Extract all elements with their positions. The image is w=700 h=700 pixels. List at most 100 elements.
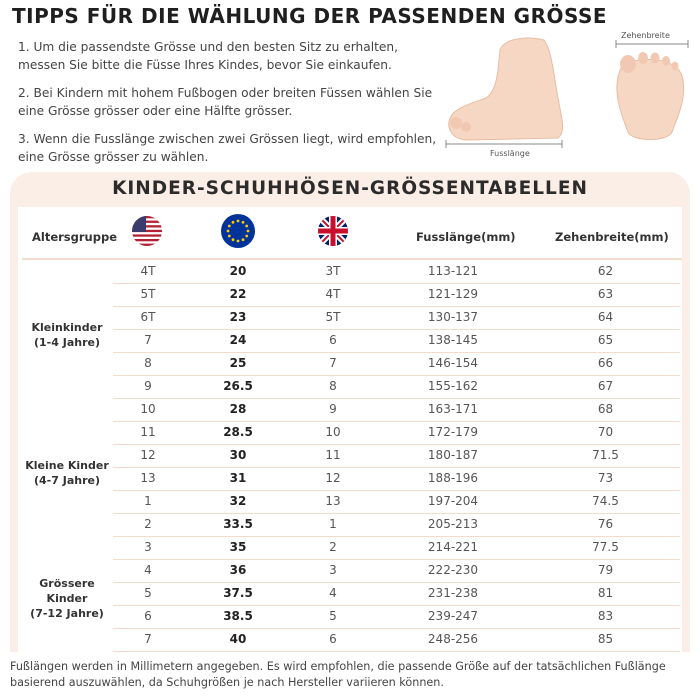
cell-length: 205-213 xyxy=(427,517,479,531)
group-label-toddlers: Kleinkinder (1-4 Jahre) xyxy=(31,321,103,349)
cell-eu: 38.5 xyxy=(223,609,253,623)
cell-us: 6T xyxy=(140,310,156,324)
table-row: 4T 20 3T 113-121 62 xyxy=(113,260,680,284)
cell-us: 2 xyxy=(144,517,152,531)
cell-eu: 24 xyxy=(229,333,247,347)
table-row: 3 35 2 214-221 77.5 xyxy=(113,536,680,560)
cell-uk: 12 xyxy=(325,471,341,485)
cell-eu: 30 xyxy=(229,448,247,462)
cell-length: 121-129 xyxy=(427,287,479,301)
footnote: Fußlängen werden in Millimetern angegebe… xyxy=(10,660,666,689)
cell-eu: 28 xyxy=(229,402,247,416)
table-row: 6 38.5 5 239-247 83 xyxy=(113,605,680,629)
cell-length: 138-145 xyxy=(427,333,479,347)
cell-width: 67 xyxy=(597,379,614,393)
foot-top-view-illustration xyxy=(615,40,689,140)
cell-us: 13 xyxy=(140,471,156,485)
cell-us: 5 xyxy=(144,586,152,600)
cell-eu: 35 xyxy=(229,540,247,554)
table-row: 5T 22 4T 121-129 63 xyxy=(113,283,680,307)
foot-length-label: Fusslänge xyxy=(490,149,530,158)
cell-width: 68 xyxy=(597,402,614,416)
cell-eu: 33.5 xyxy=(223,517,253,531)
cell-length: 163-171 xyxy=(427,402,479,416)
header-age-group: Altersgruppe xyxy=(32,230,118,244)
cell-length: 214-221 xyxy=(427,540,479,554)
cell-length: 130-137 xyxy=(427,310,479,324)
cell-width: 77.5 xyxy=(592,540,619,554)
cell-length: 197-204 xyxy=(427,494,479,508)
cell-uk: 11 xyxy=(325,448,341,462)
cell-width: 71.5 xyxy=(592,448,619,462)
cell-us: 7 xyxy=(144,632,152,646)
table-row: 10 28 9 163-171 68 xyxy=(113,398,680,422)
cell-width: 62 xyxy=(597,264,614,278)
cell-width: 65 xyxy=(597,333,614,347)
cell-uk: 6 xyxy=(329,333,337,347)
cell-us: 10 xyxy=(140,402,156,416)
table-row: 13 31 12 188-196 73 xyxy=(113,467,680,491)
table-row: 8 25 7 146-154 66 xyxy=(113,352,680,376)
cell-us: 9 xyxy=(144,379,152,393)
toe-width-label: Zehenbreite xyxy=(621,31,670,40)
cell-uk: 7 xyxy=(329,356,337,370)
cell-width: 74.5 xyxy=(592,494,619,508)
group-label-small-kids: Kleine Kinder (4-7 Jahre) xyxy=(25,459,109,487)
table-row: 1 32 13 197-204 74.5 xyxy=(113,490,680,514)
us-flag-icon xyxy=(132,216,162,246)
table-row: 2 33.5 1 205-213 76 xyxy=(113,513,680,537)
cell-us: 12 xyxy=(140,448,156,462)
cell-eu: 23 xyxy=(229,310,247,324)
cell-length: 188-196 xyxy=(427,471,479,485)
table-row: 6T 23 5T 130-137 64 xyxy=(113,306,680,330)
cell-uk: 13 xyxy=(325,494,341,508)
cell-eu: 28.5 xyxy=(223,425,253,439)
cell-width: 64 xyxy=(597,310,614,324)
cell-eu: 25 xyxy=(229,356,247,370)
cell-uk: 5 xyxy=(329,609,337,623)
cell-width: 83 xyxy=(597,609,614,623)
size-table xyxy=(18,207,682,653)
cell-uk: 4 xyxy=(329,586,337,600)
cell-uk: 9 xyxy=(329,402,337,416)
cell-eu: 31 xyxy=(229,471,247,485)
table-row: 7 40 6 248-256 85 xyxy=(113,628,680,652)
cell-uk: 10 xyxy=(325,425,341,439)
tip-item: 2. Bei Kindern mit hohem Fußbogen oder b… xyxy=(18,86,433,118)
table-row: 12 30 11 180-187 71.5 xyxy=(113,444,680,468)
cell-uk: 4T xyxy=(325,287,341,301)
header-foot-length: Fusslänge(mm) xyxy=(416,230,516,244)
cell-eu: 36 xyxy=(229,563,247,577)
cell-uk: 3T xyxy=(325,264,341,278)
tip-item: 3. Wenn die Fusslänge zwischen zwei Grös… xyxy=(18,132,437,164)
cell-width: 70 xyxy=(597,425,614,439)
cell-uk: 3 xyxy=(329,563,337,577)
eu-flag-icon xyxy=(221,214,255,248)
cell-width: 76 xyxy=(597,517,614,531)
cell-length: 180-187 xyxy=(427,448,479,462)
cell-width: 73 xyxy=(597,471,614,485)
cell-width: 85 xyxy=(597,632,614,646)
cell-width: 66 xyxy=(597,356,614,370)
cell-us: 8 xyxy=(144,356,152,370)
cell-us: 7 xyxy=(144,333,152,347)
cell-width: 79 xyxy=(597,563,614,577)
foot-side-view-illustration xyxy=(445,37,564,148)
cell-eu: 20 xyxy=(229,264,247,278)
cell-length: 113-121 xyxy=(427,264,479,278)
cell-eu: 22 xyxy=(229,287,247,301)
page-title: TIPPS FÜR DIE WÄHLUNG DER PASSENDEN GRÖS… xyxy=(12,4,608,28)
cell-length: 146-154 xyxy=(427,356,479,370)
cell-us: 11 xyxy=(140,425,156,439)
cell-uk: 6 xyxy=(329,632,337,646)
table-row: 11 28.5 10 172-179 70 xyxy=(113,421,680,445)
cell-us: 4 xyxy=(144,563,152,577)
cell-width: 63 xyxy=(597,287,614,301)
cell-uk: 2 xyxy=(329,540,337,554)
cell-us: 4T xyxy=(140,264,156,278)
table-row: 7 24 6 138-145 65 xyxy=(113,329,680,353)
cell-length: 222-230 xyxy=(427,563,479,577)
tip-item: 1. Um die passendste Grösse und den best… xyxy=(18,40,399,72)
group-label-big-kids: Grössere Kinder (7-12 Jahre) xyxy=(30,577,104,620)
cell-length: 231-238 xyxy=(427,586,479,600)
